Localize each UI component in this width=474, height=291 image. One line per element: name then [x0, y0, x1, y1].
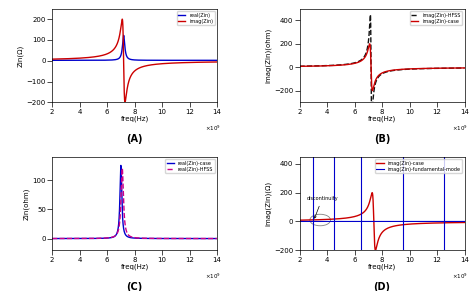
X-axis label: freq(Hz): freq(Hz)	[368, 264, 396, 270]
Text: $\times10^9$: $\times10^9$	[452, 123, 468, 133]
X-axis label: freq(Hz): freq(Hz)	[368, 116, 396, 123]
Text: (A): (A)	[127, 134, 143, 144]
Y-axis label: imag(Zin)(ohm): imag(Zin)(ohm)	[265, 28, 271, 83]
Y-axis label: imag(Zin)(Ω): imag(Zin)(Ω)	[265, 181, 271, 226]
Text: (D): (D)	[374, 282, 391, 291]
Legend: imag(Zin)-case, imag(Zin)-fundamental-mode: imag(Zin)-case, imag(Zin)-fundamental-mo…	[375, 159, 462, 173]
Text: discontinuity: discontinuity	[306, 196, 338, 218]
Legend: imag(Zin)-HFSS, imag(Zin)-case: imag(Zin)-HFSS, imag(Zin)-case	[410, 11, 462, 25]
Y-axis label: Zin(Ω): Zin(Ω)	[17, 45, 24, 67]
Legend: real(Zin), imag(Zin): real(Zin), imag(Zin)	[176, 11, 215, 25]
Text: (C): (C)	[127, 282, 143, 291]
Y-axis label: Zin(ohm): Zin(ohm)	[23, 187, 29, 220]
Text: $\times10^9$: $\times10^9$	[205, 123, 220, 133]
Text: $\times10^9$: $\times10^9$	[452, 271, 468, 281]
Text: $\times10^9$: $\times10^9$	[205, 271, 220, 281]
X-axis label: freq(Hz): freq(Hz)	[120, 116, 149, 123]
Text: (B): (B)	[374, 134, 390, 144]
X-axis label: freq(Hz): freq(Hz)	[120, 264, 149, 270]
Legend: real(Zin)-case, real(Zin)-HFSS: real(Zin)-case, real(Zin)-HFSS	[165, 159, 215, 173]
